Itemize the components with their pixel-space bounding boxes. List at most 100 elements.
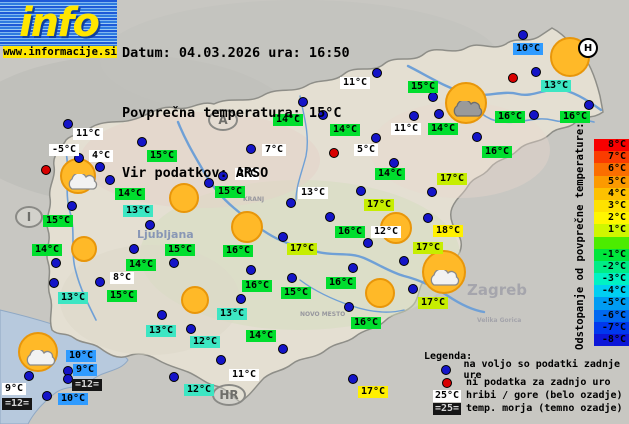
temp-label: 15°C: [43, 215, 74, 227]
temp-label: 11°C: [229, 369, 260, 381]
blue-dot-icon: [440, 364, 451, 375]
temp-label: 12°C: [184, 384, 215, 396]
temp-label: 15°C: [165, 244, 196, 256]
station-dot-blue: [363, 238, 373, 248]
info-logo[interactable]: info: [0, 0, 117, 46]
station-dot-blue: [427, 187, 437, 197]
station-dot-blue: [472, 132, 482, 142]
temp-label: 16°C: [560, 111, 591, 123]
temp-label: 9°C: [2, 383, 27, 395]
station-dot-blue: [42, 391, 52, 401]
station-dot-blue: [372, 68, 382, 78]
temp-label: 7°C: [262, 144, 287, 156]
temp-label: 12°C: [190, 336, 221, 348]
legend-item-label: temp. morja (temno ozadje): [466, 403, 623, 414]
station-dot-red: [508, 73, 518, 83]
station-dot-blue: [344, 302, 354, 312]
station-dot-blue: [204, 178, 214, 188]
station-dot-blue: [157, 310, 167, 320]
temp-label: 14°C: [375, 168, 406, 180]
cloud-icon: [426, 268, 462, 291]
temp-label: 16°C: [335, 226, 366, 238]
temp-label: 15°C: [147, 150, 178, 162]
city-label: KRANJ: [243, 196, 265, 203]
temp-label: -5°C: [49, 144, 80, 156]
station-dot-blue: [286, 198, 296, 208]
country-marker-i: I: [15, 206, 43, 228]
city-label: NOVO MESTO: [300, 311, 346, 318]
data-source-line: Vir podatkov: ARSO: [122, 165, 269, 181]
temp-label: =12=: [2, 398, 33, 410]
station-dot-blue: [428, 92, 438, 102]
legend-item: ni podatka za zadnjo uro: [424, 376, 629, 389]
legend-item: =25= temp. morja (temno ozadje): [424, 402, 629, 415]
station-dot-blue: [423, 213, 433, 223]
temp-label: 8°C: [110, 272, 135, 284]
white-box-icon: 25°C: [432, 389, 462, 402]
temp-label: 14°C: [126, 259, 157, 271]
scale-title: Odstopanje od povprečne temperature:: [574, 122, 586, 350]
station-dot-blue: [169, 258, 179, 268]
station-dot-blue: [63, 119, 73, 129]
station-dot-blue: [186, 324, 196, 334]
temp-label: 11°C: [340, 77, 371, 89]
cloud-icon: [449, 99, 485, 122]
temperature-scale: 8°C 7°C 6°C 5°C 4°C 3°C 2°C 1°C -1°C -2°C -3°C -4°C…: [594, 139, 629, 347]
scale-cell: -5°C: [594, 297, 629, 310]
legend-item-label: hribi / gore (belo ozadje): [466, 390, 623, 401]
station-dot-blue: [129, 244, 139, 254]
station-dot-blue: [24, 371, 34, 381]
scale-cell: 4°C: [594, 187, 629, 200]
sun-icon: [71, 236, 97, 262]
temp-label: 13°C: [123, 205, 154, 217]
station-dot-blue: [531, 67, 541, 77]
city-label: Velika Gorica: [477, 317, 522, 324]
scale-cell: -3°C: [594, 273, 629, 286]
station-dot-blue: [298, 97, 308, 107]
station-dot-blue: [145, 220, 155, 230]
legend: Legenda: na voljo so podatki zadnje ure …: [424, 350, 629, 415]
cloud-icon: [22, 348, 58, 371]
scale-cell: 3°C: [594, 199, 629, 213]
station-dot-blue: [278, 232, 288, 242]
temp-label: 18°C: [433, 225, 464, 237]
scale-cell: -8°C: [594, 334, 629, 347]
scale-cell: -2°C: [594, 260, 629, 274]
country-marker-h: H: [578, 38, 598, 58]
temp-label: 16°C: [482, 146, 513, 158]
temp-label: 10°C: [58, 393, 89, 405]
scale-cell: -4°C: [594, 285, 629, 298]
temp-label: 10°C: [66, 350, 97, 362]
temp-label: 5°C: [354, 144, 379, 156]
site-link[interactable]: www.informacije.si: [3, 46, 117, 58]
country-marker-hr: HR: [212, 384, 246, 406]
temp-label: 13°C: [217, 308, 248, 320]
city-label: Zagreb: [467, 281, 528, 299]
station-dot-blue: [67, 201, 77, 211]
temp-label: 13°C: [146, 325, 177, 337]
temp-label: 15°C: [215, 186, 246, 198]
station-dot-blue: [408, 284, 418, 294]
temp-label: 2°C: [235, 168, 260, 180]
station-dot-blue: [95, 277, 105, 287]
temp-label: 4°C: [89, 150, 114, 162]
station-dot-blue: [356, 186, 366, 196]
legend-item: na voljo so podatki zadnje ure: [424, 359, 629, 381]
temp-label: 15°C: [281, 287, 312, 299]
temp-label: 11°C: [73, 128, 104, 140]
station-dot-blue: [49, 278, 59, 288]
date-time-line: Datum: 04.03.2026 ura: 16:50: [122, 45, 350, 61]
temp-label: 12°C: [371, 226, 402, 238]
country-marker-a: A: [208, 109, 238, 131]
scale-cell: -1°C: [594, 248, 629, 261]
station-dot-blue: [348, 263, 358, 273]
header-info: Datum: 04.03.2026 ura: 16:50 Povprečna t…: [122, 3, 350, 223]
temp-label: 9°C: [73, 364, 98, 376]
legend-item: 25°C hribi / gore (belo ozadje): [424, 389, 629, 402]
station-dot-blue: [318, 110, 328, 120]
station-dot-blue: [137, 137, 147, 147]
station-dot-blue: [169, 372, 179, 382]
temp-label: 16°C: [351, 317, 382, 329]
temp-label: 13°C: [58, 292, 89, 304]
station-dot-blue: [348, 374, 358, 384]
